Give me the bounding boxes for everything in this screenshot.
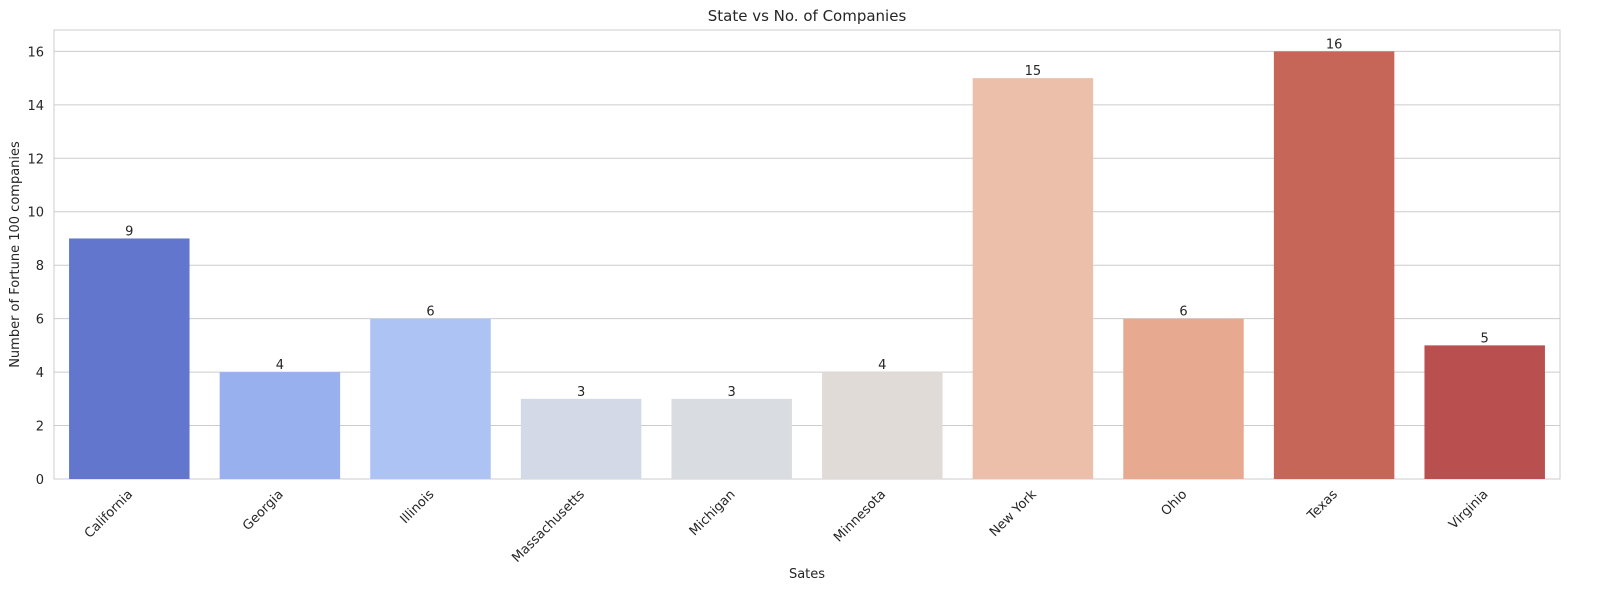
- plot-frame: [53, 29, 1561, 480]
- y-axis-ticks: 0 2 4 6 8 10 12 14 16: [27, 45, 44, 488]
- bar: [1273, 51, 1395, 479]
- y-tick-label: 10: [27, 206, 44, 221]
- bar-value-label: 3: [728, 385, 736, 400]
- bar-value-label: 15: [1025, 64, 1042, 79]
- x-tick-label: Virginia: [1446, 487, 1491, 532]
- x-tick-label: Michigan: [687, 487, 739, 539]
- x-axis-ticks: California Georgia Illinois Massachusetts Mi…: [82, 487, 1492, 566]
- x-tick-label: Massachusetts: [509, 487, 588, 566]
- x-axis-title: Sates: [789, 567, 825, 582]
- bar: [69, 238, 190, 479]
- y-tick-label: 16: [27, 45, 44, 60]
- bar-value-label: 4: [878, 358, 886, 373]
- y-tick-label: 14: [27, 99, 44, 114]
- bar-value-label: 4: [276, 358, 284, 373]
- y-axis-title: Number of Fortune 100 companies: [8, 141, 23, 368]
- bar-value-label: 6: [426, 305, 434, 320]
- bar: [219, 372, 341, 479]
- y-tick-label: 12: [27, 152, 44, 167]
- x-tick-label: California: [82, 487, 136, 541]
- bar: [520, 398, 642, 479]
- bar-value-label: 3: [577, 385, 585, 400]
- bar-value-label: 5: [1481, 331, 1489, 346]
- x-tick-label: Minnesota: [831, 487, 889, 545]
- x-tick-label: Georgia: [240, 487, 287, 534]
- y-tick-label: 0: [36, 473, 44, 488]
- bar-labels: 9 4 6 3 3 4 15 6 16 5: [125, 37, 1489, 399]
- bar-value-label: 16: [1326, 37, 1343, 52]
- bar-value-label: 6: [1179, 305, 1187, 320]
- bar-value-label: 9: [125, 224, 133, 239]
- bar: [822, 372, 943, 479]
- bars: [69, 51, 1545, 479]
- x-tick-label: New York: [987, 487, 1040, 540]
- bar: [671, 398, 792, 479]
- bar: [370, 318, 491, 479]
- y-tick-label: 4: [36, 366, 44, 381]
- y-tick-label: 6: [36, 313, 44, 328]
- bar: [972, 78, 1094, 479]
- y-tick-label: 2: [36, 420, 44, 435]
- chart-title: State vs No. of Companies: [708, 7, 907, 25]
- y-tick-label: 8: [36, 259, 44, 274]
- x-tick-label: Ohio: [1158, 487, 1190, 519]
- x-tick-label: Texas: [1304, 487, 1341, 524]
- bar: [1424, 345, 1545, 479]
- x-tick-label: Illinois: [398, 487, 438, 527]
- bar: [1123, 318, 1244, 479]
